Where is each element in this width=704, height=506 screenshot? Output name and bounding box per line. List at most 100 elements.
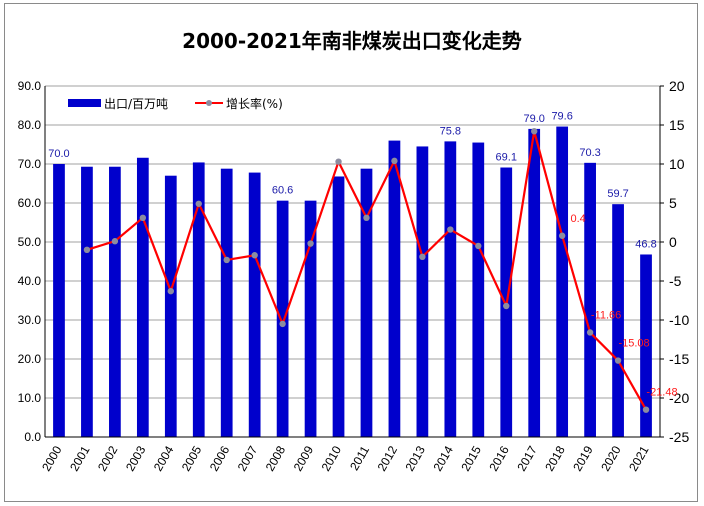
bar — [304, 200, 317, 437]
growth-point — [223, 256, 230, 264]
y-right-tick-label: -15 — [669, 351, 689, 367]
bar-value-label: 79.6 — [551, 111, 572, 123]
bar — [109, 166, 121, 438]
y-right-tick-label: 20 — [669, 78, 685, 94]
growth-point — [167, 287, 174, 295]
y-right-tick-label: -25 — [669, 429, 689, 445]
legend-bar-swatch — [68, 99, 101, 107]
bar-value-label: 60.6 — [272, 185, 293, 197]
bar — [528, 128, 541, 437]
y-left-tick-label: 70.0 — [18, 157, 42, 171]
x-tick-label: 2019 — [570, 443, 596, 473]
y-left-tick-label: 20.0 — [18, 352, 42, 366]
y-right-tick-label: 5 — [669, 195, 677, 211]
x-tick-label: 2006 — [207, 443, 233, 473]
growth-point — [614, 357, 622, 364]
x-tick-label: 2020 — [598, 443, 624, 473]
y-left-tick-label: 30.0 — [18, 313, 42, 327]
x-tick-label: 2010 — [319, 443, 345, 473]
bar — [584, 162, 596, 437]
chart-canvas: 2000-2021年南非煤炭出口变化走势 0.0 10.0 20.0 30.0 40.0… — [18, 29, 690, 474]
x-tick-label: 2001 — [67, 443, 93, 473]
growth-point — [531, 128, 538, 135]
legend-line-marker — [206, 100, 212, 106]
bar-value-label: 70.0 — [48, 148, 69, 160]
x-tick-label: 2014 — [430, 443, 456, 473]
growth-point — [251, 252, 258, 259]
growth-line-series — [83, 128, 650, 413]
x-tick-label: 2016 — [486, 443, 512, 473]
y-left-tick-label: 60.0 — [18, 196, 42, 210]
bar — [53, 164, 65, 437]
growth-value-label: -21.48 — [646, 387, 677, 399]
growth-value-label: 0.4 — [571, 213, 586, 225]
y-right-tick-label: 15 — [669, 117, 685, 133]
y-left-tick-label: 90.0 — [18, 79, 42, 93]
y-right-tick-label: -20 — [669, 390, 689, 406]
x-tick-label: 2011 — [347, 443, 372, 473]
growth-point — [139, 214, 147, 222]
y-right-tick-label: 0 — [669, 234, 677, 250]
chart-title: 2000-2021年南非煤炭出口变化走势 — [182, 29, 522, 53]
growth-point — [503, 302, 510, 310]
bar-value-label: 70.3 — [579, 147, 600, 159]
bar — [556, 126, 569, 437]
bar-series — [53, 126, 652, 438]
x-tick-label: 2007 — [235, 443, 261, 473]
bar — [192, 162, 205, 437]
x-tick-label: 2003 — [123, 443, 149, 473]
bar-value-label: 46.8 — [635, 238, 656, 250]
growth-point — [447, 226, 454, 233]
bar — [332, 176, 345, 438]
x-tick-label: 2021 — [626, 443, 652, 473]
growth-value-label: -11.66 — [591, 309, 621, 321]
chart-frame: 2000-2021年南非煤炭出口变化走势 0.0 10.0 20.0 30.0 40.0… — [4, 3, 698, 502]
bar-value-label: 75.8 — [440, 125, 461, 137]
y-left-tick-label: 0.0 — [24, 430, 41, 444]
bar — [444, 141, 457, 437]
bar — [640, 254, 652, 437]
growth-point — [475, 242, 482, 250]
growth-point — [307, 240, 314, 247]
bar-value-label: 69.1 — [496, 152, 517, 164]
legend-line-label: 增长率(%) — [226, 96, 283, 111]
bar — [276, 200, 289, 437]
growth-point — [586, 329, 594, 336]
growth-point — [642, 406, 650, 413]
bar — [360, 168, 373, 437]
bar — [472, 142, 485, 438]
growth-point — [363, 214, 370, 222]
growth-point — [391, 157, 398, 165]
legend: 出口/百万吨 增长率(%) — [68, 96, 283, 111]
growth-point — [558, 232, 566, 239]
y-right-tick-label: -5 — [669, 273, 682, 289]
x-tick-label: 2012 — [375, 443, 401, 473]
bar — [81, 166, 93, 438]
x-tick-label: 2017 — [514, 443, 540, 473]
bar-value-label: 59.7 — [607, 188, 628, 200]
y-left-tick-label: 50.0 — [18, 235, 42, 249]
growth-point — [279, 320, 286, 328]
x-tick-label: 2009 — [291, 443, 317, 473]
growth-point — [419, 253, 426, 261]
x-tick-label: 2013 — [403, 443, 429, 473]
x-tick-label: 2004 — [151, 443, 177, 473]
x-tick-label: 2005 — [179, 443, 205, 473]
bar — [164, 175, 177, 437]
growth-point — [195, 200, 202, 207]
y-left-tick-label: 10.0 — [18, 391, 42, 405]
bar — [136, 157, 149, 437]
bar — [220, 168, 233, 437]
growth-point — [111, 238, 119, 245]
growth-point — [335, 158, 342, 165]
legend-bar-label: 出口/百万吨 — [104, 97, 168, 111]
x-tick-label: 2015 — [458, 443, 484, 473]
x-tick-label: 2008 — [263, 443, 289, 473]
x-tick-label: 2002 — [95, 443, 121, 473]
y-left-tick-label: 40.0 — [18, 274, 42, 288]
data-labels: 70.0 60.6 75.8 69.1 79.0 79.6 70.3 59.7 46.8 0.4 -… — [48, 111, 677, 399]
x-tick-label: 2018 — [542, 443, 568, 473]
x-tick-label: 2000 — [39, 443, 65, 473]
bar — [248, 172, 261, 437]
bar — [388, 140, 401, 437]
